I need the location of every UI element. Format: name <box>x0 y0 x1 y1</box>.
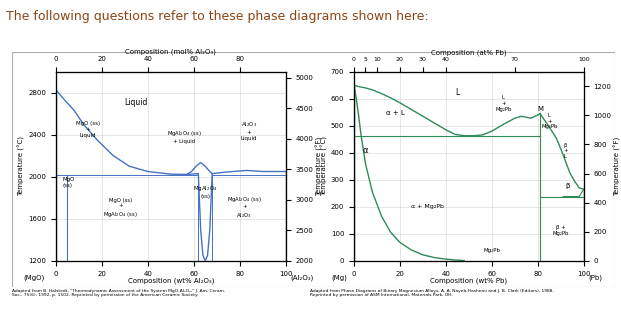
Text: The following questions refer to these phase diagrams shown here:: The following questions refer to these p… <box>6 10 429 23</box>
Text: (Al₂O₃): (Al₂O₃) <box>290 275 314 281</box>
Text: (MgO): (MgO) <box>24 275 45 281</box>
Text: Adapted from B. Halstedt, "Thermodynamic Assessment of the System MgO-Al₂O₃," J.: Adapted from B. Halstedt, "Thermodynamic… <box>12 289 225 297</box>
Text: L
+
Mg₂Pb: L + Mg₂Pb <box>495 95 512 112</box>
Text: MgAl$_2$O$_4$ (ss)
+
Al$_2$O$_3$: MgAl$_2$O$_4$ (ss) + Al$_2$O$_3$ <box>227 195 262 220</box>
Text: L
+
Mg₂Pb: L + Mg₂Pb <box>541 113 558 129</box>
Text: (Mg): (Mg) <box>331 275 347 281</box>
Y-axis label: Temperature (°C): Temperature (°C) <box>321 136 328 196</box>
Text: Mg₂Pb: Mg₂Pb <box>483 248 501 253</box>
Y-axis label: Temperature (°C): Temperature (°C) <box>18 136 25 196</box>
Text: MgAl$_2$O$_4$ (ss)
+ Liquid: MgAl$_2$O$_4$ (ss) + Liquid <box>167 129 202 144</box>
Text: β +
Mg₂Pb: β + Mg₂Pb <box>553 225 569 236</box>
Y-axis label: Temperature (°F): Temperature (°F) <box>316 137 324 196</box>
Text: MgO (ss)
+
MgAl$_2$O$_4$ (ss): MgO (ss) + MgAl$_2$O$_4$ (ss) <box>102 198 138 219</box>
Text: Al$_2$O$_3$
+
Liquid: Al$_2$O$_3$ + Liquid <box>241 121 257 141</box>
Text: α + Mg₂Pb: α + Mg₂Pb <box>411 204 444 209</box>
Y-axis label: Temperature (°F): Temperature (°F) <box>614 137 621 196</box>
X-axis label: Composition (wt% Al₂O₃): Composition (wt% Al₂O₃) <box>127 278 214 284</box>
Text: (Pb): (Pb) <box>588 275 602 281</box>
Text: MgO
(ss): MgO (ss) <box>63 177 75 188</box>
X-axis label: Composition (at% Pb): Composition (at% Pb) <box>431 49 507 56</box>
X-axis label: Composition (wt% Pb): Composition (wt% Pb) <box>430 278 507 284</box>
Text: α: α <box>363 146 368 155</box>
Text: M: M <box>538 106 544 112</box>
Text: Adapted from Phase Diagrams of Binary Magnesium Alloys, A. A. Nayeb-Hashemi and : Adapted from Phase Diagrams of Binary Ma… <box>310 289 555 297</box>
Text: β: β <box>566 184 570 189</box>
Text: MgAl$_2$O$_4$
(ss): MgAl$_2$O$_4$ (ss) <box>193 184 217 199</box>
Text: α + L: α + L <box>386 110 405 116</box>
Text: β
+
L: β + L <box>563 142 568 159</box>
Text: L: L <box>455 88 460 97</box>
X-axis label: Composition (mol% Al₂O₃): Composition (mol% Al₂O₃) <box>125 48 216 55</box>
Text: Liquid: Liquid <box>125 98 148 107</box>
Text: MgO (ss)
+
Liquid: MgO (ss) + Liquid <box>76 121 100 138</box>
